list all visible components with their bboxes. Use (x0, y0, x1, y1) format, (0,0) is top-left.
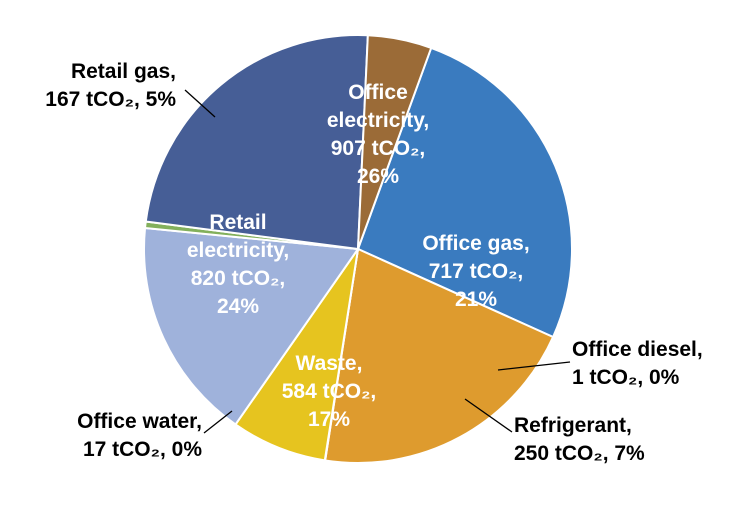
slice-office-gas (324, 247, 555, 464)
data-label-line: 1 tCO₂, 0% (572, 366, 680, 389)
data-label-office-diesel: Office diesel, 1 tCO₂, 0% (572, 338, 703, 389)
data-label-line: 820 tCO₂, (191, 267, 286, 290)
slice-retail-electricity (144, 34, 369, 251)
data-label-office-water: Office water, 17 tCO₂, 0% (77, 410, 202, 461)
data-label-line: 21% (455, 288, 497, 311)
data-label-line: 17% (308, 408, 350, 431)
data-label-line: Refrigerant, (514, 414, 632, 437)
slice-labels: Office electricity, 907 tCO₂, 26% Office gas… (45, 60, 702, 465)
data-label-line: electricity, (327, 109, 429, 132)
slice-retail-gas (357, 34, 433, 250)
data-label-line: 24% (217, 295, 259, 318)
data-label-line: electricity, (187, 239, 289, 262)
data-label-waste: Waste, 584 tCO₂, 17% (282, 352, 377, 431)
leader-line-retail-gas (184, 89, 216, 118)
data-label-office-gas: Office gas, 717 tCO₂, 21% (422, 232, 529, 311)
data-label-line: 717 tCO₂, (429, 260, 524, 283)
leader-line-refrigerant (464, 398, 513, 433)
slice-waste (143, 226, 360, 426)
data-label-line: 167 tCO₂, 5% (45, 88, 176, 111)
data-label-line: Office gas, (422, 232, 529, 255)
leader-line-office-water (203, 410, 233, 434)
data-label-line: 584 tCO₂, (282, 380, 377, 403)
data-label-office-electricity: Office electricity, 907 tCO₂, 26% (327, 81, 429, 188)
data-label-retail-gas: Retail gas, 167 tCO₂, 5% (45, 60, 176, 111)
data-label-line: 17 tCO₂, 0% (83, 438, 202, 461)
data-label-line: Office diesel, (572, 338, 703, 361)
leader-line-office-diesel (497, 361, 571, 371)
leader-lines (184, 89, 571, 434)
data-label-line: Retail gas, (71, 60, 176, 83)
data-label-line: Retail (209, 211, 266, 234)
data-label-line: Waste, (296, 352, 363, 375)
data-label-refrigerant: Refrigerant, 250 tCO₂, 7% (514, 414, 645, 465)
data-label-line: 907 tCO₂, (331, 137, 426, 160)
pie-slices (143, 34, 573, 464)
slice-office-electricity (356, 46, 573, 339)
data-label-line: 250 tCO₂, 7% (514, 442, 645, 465)
data-label-line: Office (348, 81, 408, 104)
data-label-line: Office water, (77, 410, 202, 433)
data-label-line: 26% (357, 165, 399, 188)
data-label-retail-electricity: Retail electricity, 820 tCO₂, 24% (187, 211, 289, 318)
